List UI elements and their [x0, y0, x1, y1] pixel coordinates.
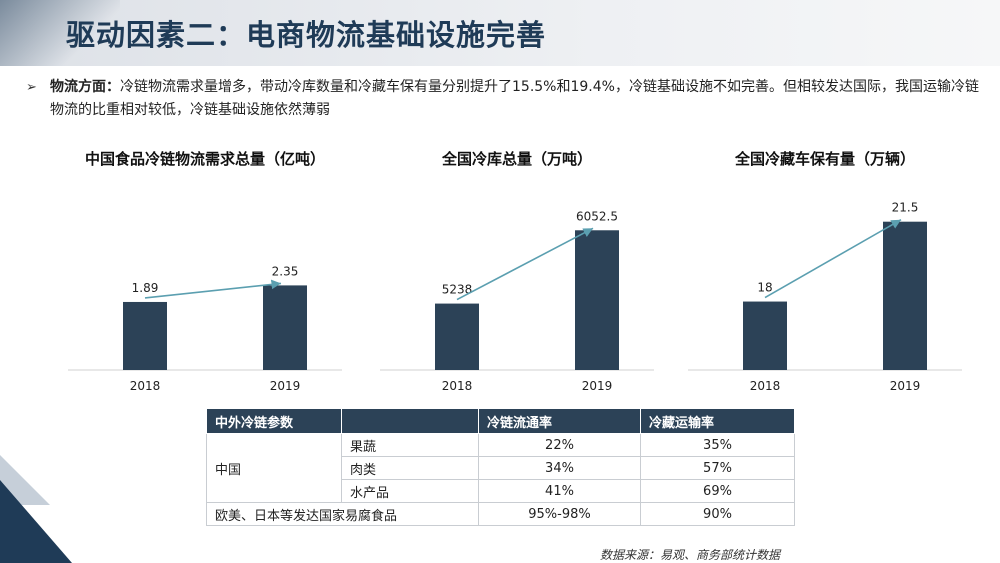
- bar-2019: [883, 221, 927, 370]
- chart-svg: 1.89 2018 2.35 2019: [68, 264, 342, 393]
- table-cell: 90%: [640, 502, 795, 526]
- chart-refrigerated-trucks: 全国冷藏车保有量（万辆） 18 2018 21.5 2019: [680, 148, 970, 403]
- data-label: 18: [757, 281, 772, 295]
- table-cell: 果蔬: [341, 433, 479, 457]
- bar-2019: [575, 230, 619, 370]
- china-label-cell: 中国: [206, 433, 342, 503]
- chart-cold-chain-demand: 中国食品冷链物流需求总量（亿吨） 1.89 2018 2.35 2019: [60, 148, 350, 403]
- table-cell: 欧美、日本等发达国家易腐食品: [206, 502, 479, 526]
- table-header: 冷链流通率: [478, 408, 641, 434]
- table-cell: 41%: [478, 479, 641, 503]
- growth-arrow: [456, 227, 594, 301]
- bar-2018: [743, 301, 787, 370]
- x-tick-label: 2019: [890, 379, 921, 393]
- x-tick-label: 2018: [130, 379, 161, 393]
- x-tick-label: 2018: [442, 379, 473, 393]
- growth-arrow: [764, 218, 902, 299]
- data-label: 5238: [442, 283, 473, 297]
- header-band: [0, 0, 1000, 66]
- table-header: 冷藏运输率: [640, 408, 795, 434]
- table-header: 中外冷链参数: [206, 408, 342, 434]
- table-row: 水产品 41% 69%: [207, 479, 795, 503]
- chart-svg: 18 2018 21.5 2019: [688, 201, 962, 393]
- page-title: 驱动因素二：电商物流基础设施完善: [66, 18, 547, 52]
- chart-title: 全国冷藏车保有量（万辆）: [734, 150, 915, 168]
- data-label: 6052.5: [576, 209, 618, 223]
- x-tick-label: 2018: [750, 379, 781, 393]
- x-tick-label: 2019: [270, 379, 301, 393]
- bullet-arrow-icon: ➢: [26, 80, 37, 95]
- table-row: 肉类 34% 57%: [207, 456, 795, 480]
- table-cell: 95%-98%: [478, 502, 641, 526]
- table-cell: 水产品: [341, 479, 479, 503]
- chart-title: 全国冷库总量（万吨）: [441, 150, 592, 168]
- data-label: 2.35: [272, 264, 299, 278]
- chart-title: 中国食品冷链物流需求总量（亿吨）: [84, 150, 325, 168]
- table-cell: 22%: [478, 433, 641, 457]
- data-label: 1.89: [132, 281, 159, 295]
- bullet-body: 冷链物流需求量增多，带动冷库数量和冷藏车保有量分别提升了15.5%和19.4%，…: [50, 79, 979, 118]
- data-source-note: 数据来源：易观、商务部统计数据: [600, 548, 781, 562]
- chart-svg: 5238 2018 6052.5 2019: [380, 209, 654, 393]
- table-row: 欧美、日本等发达国家易腐食品 95%-98% 90%: [206, 502, 795, 526]
- x-tick-label: 2019: [582, 379, 613, 393]
- bullet-lead: 物流方面：: [50, 79, 120, 95]
- bar-2018: [435, 303, 479, 370]
- bullet-paragraph: ➢ 物流方面：冷链物流需求量增多，带动冷库数量和冷藏车保有量分别提升了15.5%…: [26, 76, 981, 122]
- table-cell: 69%: [640, 479, 795, 503]
- bar-2019: [263, 285, 307, 370]
- table-header-row: 中外冷链参数 冷链流通率 冷藏运输率: [206, 408, 795, 434]
- cold-chain-params-table: 中外冷链参数 冷链流通率 冷藏运输率 中国 果蔬 22% 35% 肉类 34% …: [206, 408, 795, 526]
- corner-decoration: [0, 480, 72, 563]
- table-cell: 57%: [640, 456, 795, 480]
- chart-cold-storage-total: 全国冷库总量（万吨） 5238 2018 6052.5 2019: [372, 148, 662, 403]
- table-cell: 34%: [478, 456, 641, 480]
- table-cell: 35%: [640, 433, 795, 457]
- table-cell: 肉类: [341, 456, 479, 480]
- bar-2018: [123, 301, 167, 370]
- table-header: [341, 408, 479, 434]
- growth-arrow: [144, 279, 282, 299]
- data-label: 21.5: [892, 201, 919, 215]
- table-row: 中国 果蔬 22% 35%: [206, 433, 795, 503]
